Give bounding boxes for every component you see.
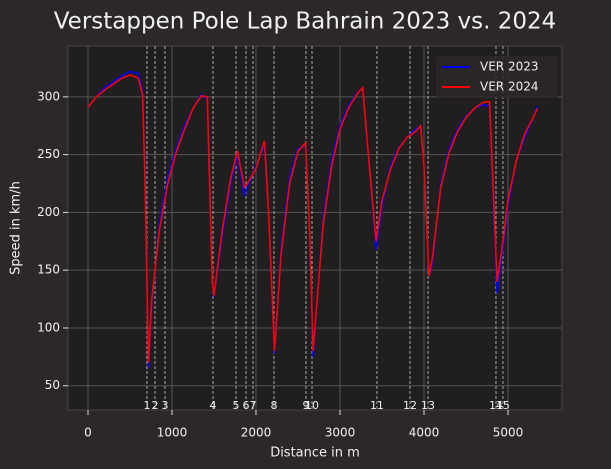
y-tick-label: 50 — [45, 378, 60, 392]
corner-label: 6 — [242, 399, 249, 412]
corner-label: 7 — [249, 399, 256, 412]
corner-label: 1 — [143, 399, 150, 412]
y-tick-label: 200 — [37, 205, 60, 219]
corner-label: 11 — [370, 399, 384, 412]
corner-label: 9 — [302, 399, 309, 412]
x-tick-label: 3000 — [325, 426, 356, 440]
corner-label: 8 — [270, 399, 277, 412]
x-axis-label: Distance in m — [270, 446, 360, 461]
y-tick-label: 100 — [37, 320, 60, 334]
corner-label: 2 — [152, 399, 159, 412]
corner-label: 13 — [421, 399, 435, 412]
x-tick-label: 4000 — [409, 426, 440, 440]
x-tick-label: 1000 — [157, 426, 188, 440]
x-tick-label: 0 — [84, 426, 92, 440]
chart-title: Verstappen Pole Lap Bahrain 2023 vs. 202… — [54, 9, 557, 35]
corner-label: 14 — [489, 399, 503, 412]
y-tick-label: 150 — [37, 263, 60, 277]
x-tick-label: 5000 — [493, 426, 524, 440]
corner-label: 5 — [232, 399, 239, 412]
legend-label: VER 2024 — [480, 80, 538, 94]
y-tick-label: 250 — [37, 147, 60, 161]
series-line — [87, 74, 539, 363]
corner-label: 4 — [209, 399, 216, 412]
legend-label: VER 2023 — [480, 60, 538, 74]
corner-label: 10 — [305, 399, 319, 412]
y-tick-label: 300 — [37, 89, 60, 103]
corner-label: 3 — [162, 399, 169, 412]
x-tick-label: 2000 — [241, 426, 272, 440]
y-axis-label: Speed in km/h — [9, 181, 24, 275]
corner-label: 12 — [403, 399, 417, 412]
corner-label: 15 — [496, 399, 510, 412]
